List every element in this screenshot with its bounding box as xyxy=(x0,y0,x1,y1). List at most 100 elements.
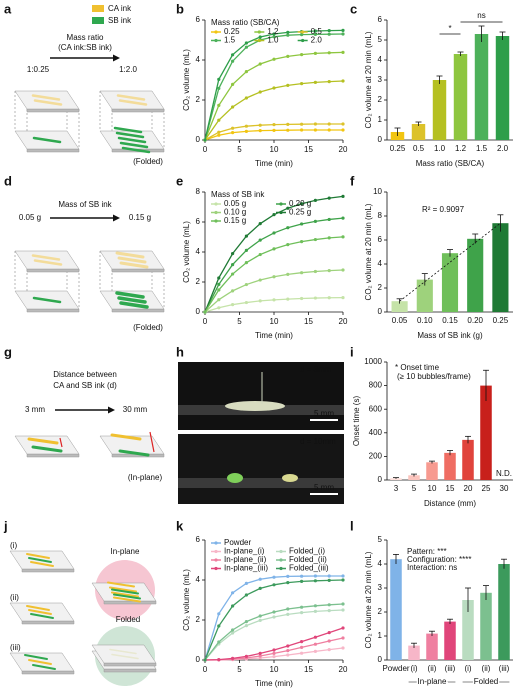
data-point xyxy=(231,604,235,608)
data-point xyxy=(258,35,262,39)
item-label: (ii) xyxy=(10,593,19,602)
x-tick-label: (i) xyxy=(410,664,417,673)
data-point xyxy=(217,624,221,628)
x-axis-label: Time (min) xyxy=(255,159,293,168)
x-tick-label: 20 xyxy=(339,317,348,326)
ink-stripe xyxy=(33,99,63,106)
plate xyxy=(14,90,80,110)
distance-marker xyxy=(149,431,155,453)
trend-line xyxy=(399,222,501,302)
data-point xyxy=(341,626,345,630)
legend-swatch xyxy=(279,202,283,206)
data-point xyxy=(327,196,331,200)
x-tick-label: 15 xyxy=(304,665,313,674)
legend-swatch xyxy=(214,30,218,34)
data-point xyxy=(313,296,317,300)
ink-stripe xyxy=(28,609,52,615)
x-tick-label: 10 xyxy=(428,484,437,493)
data-point xyxy=(231,82,235,86)
data-point xyxy=(286,612,290,617)
x-tick-label: 0.20 xyxy=(467,316,483,325)
data-point xyxy=(272,128,276,132)
y-axis-label: Onset time (s) xyxy=(352,396,361,447)
data-point xyxy=(327,631,331,635)
ink-stripe xyxy=(111,653,139,660)
data-point xyxy=(313,51,317,56)
panel-label: c xyxy=(350,1,357,16)
data-point xyxy=(300,222,304,226)
data-point xyxy=(327,128,331,132)
data-point xyxy=(244,624,248,628)
panel-label: k xyxy=(176,518,184,533)
y-tick-label: 2 xyxy=(378,607,383,616)
bar xyxy=(441,253,459,312)
ink-stripe xyxy=(107,581,135,588)
ink-stripe xyxy=(28,659,52,665)
x-axis-label: Distance (mm) xyxy=(424,499,476,508)
data-point xyxy=(203,310,207,314)
plate-side xyxy=(21,568,75,573)
photo-label: d = 3mm xyxy=(300,365,332,374)
plate xyxy=(99,90,165,110)
bar xyxy=(462,600,474,660)
x-tick-label: 30 xyxy=(500,484,509,493)
ink-stripe xyxy=(121,146,151,154)
y-tick-label: 0 xyxy=(378,655,383,664)
data-point xyxy=(203,138,207,142)
annotation: * Onset time xyxy=(395,363,440,372)
ink-stripe xyxy=(113,593,141,600)
data-point xyxy=(231,263,235,267)
y-tick-label: 1000 xyxy=(364,357,382,366)
data-point xyxy=(217,276,221,280)
group-label: Folded xyxy=(474,677,498,686)
data-point xyxy=(258,278,262,282)
data-point xyxy=(313,128,317,132)
y-tick-label: 4 xyxy=(378,259,383,268)
annotation: ns xyxy=(477,11,485,20)
plate-side xyxy=(21,620,75,625)
data-point xyxy=(272,583,276,587)
data-point xyxy=(258,586,262,591)
data-point xyxy=(286,644,290,648)
ink-stripe xyxy=(30,561,54,567)
x-tick-label: 20 xyxy=(339,665,348,674)
data-point xyxy=(286,30,290,34)
x-tick-label: 5 xyxy=(237,665,242,674)
data-point xyxy=(341,636,345,640)
data-point xyxy=(217,640,221,644)
ink-stripe xyxy=(110,433,142,441)
plate-side xyxy=(111,308,165,313)
x-tick-label: 0.25 xyxy=(493,316,509,325)
data-point xyxy=(244,261,248,265)
data-point xyxy=(341,216,345,220)
data-point xyxy=(300,640,304,644)
x-tick-label: 5 xyxy=(237,145,242,154)
bar xyxy=(426,633,438,660)
series-line xyxy=(204,51,344,141)
ink-stripe xyxy=(115,131,145,139)
bar xyxy=(416,279,433,312)
data-point xyxy=(300,651,304,655)
y-tick-label: 600 xyxy=(369,404,383,413)
bar xyxy=(432,80,447,140)
legend-swatch xyxy=(214,541,218,545)
x-tick-label: 0.05 xyxy=(392,316,408,325)
legend-swatch xyxy=(214,38,218,43)
mode-label: Folded xyxy=(116,615,140,624)
data-point xyxy=(244,234,248,238)
y-tick-label: 2 xyxy=(196,95,201,104)
legend-label: 0.20 g xyxy=(289,199,311,208)
data-point xyxy=(341,646,345,650)
y-tick-label: 4 xyxy=(196,247,201,256)
data-point xyxy=(244,248,248,252)
plate xyxy=(14,435,80,455)
x-tick-label: 20 xyxy=(339,145,348,154)
scale-label: 5 mm xyxy=(314,483,334,492)
bar xyxy=(444,621,456,660)
data-point xyxy=(231,656,235,661)
bar xyxy=(390,478,402,480)
bar xyxy=(391,301,408,312)
data-point xyxy=(217,130,221,134)
x-tick-label: 15 xyxy=(304,145,313,154)
